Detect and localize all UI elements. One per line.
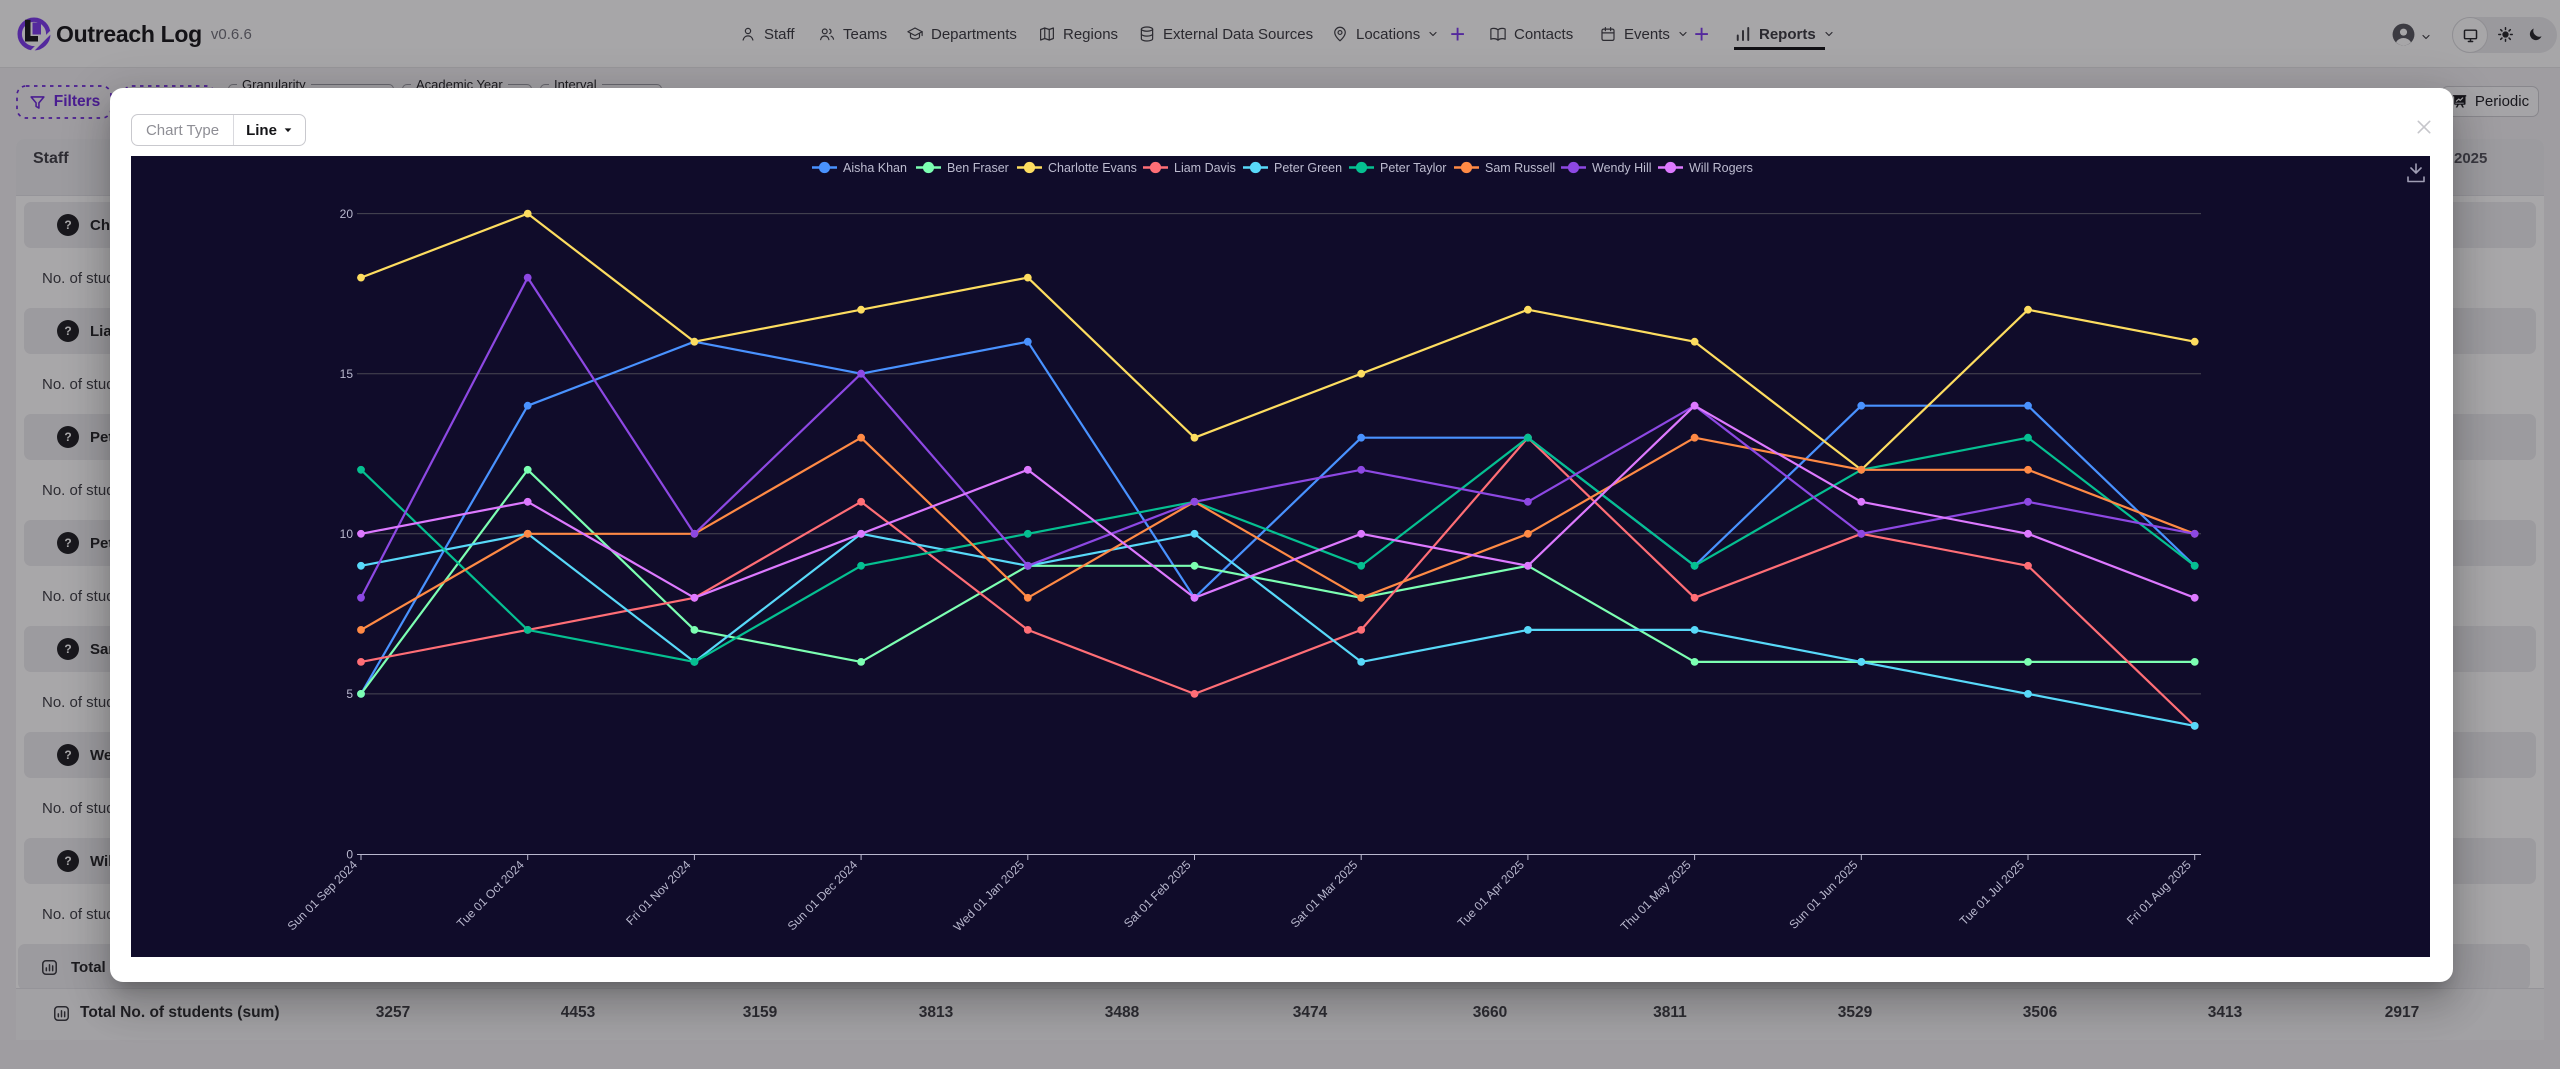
svg-text:Liam Davis: Liam Davis	[1174, 161, 1236, 175]
svg-text:Peter Taylor: Peter Taylor	[1380, 161, 1446, 175]
svg-text:Peter Green: Peter Green	[1274, 161, 1342, 175]
svg-text:10: 10	[340, 527, 354, 541]
svg-text:0: 0	[346, 847, 353, 861]
svg-text:15: 15	[340, 367, 354, 381]
svg-text:Wendy Hill: Wendy Hill	[1592, 161, 1652, 175]
svg-text:Ben Fraser: Ben Fraser	[947, 161, 1009, 175]
svg-text:Sam Russell: Sam Russell	[1485, 161, 1555, 175]
svg-text:Will Rogers: Will Rogers	[1689, 161, 1753, 175]
svg-text:Charlotte Evans: Charlotte Evans	[1048, 161, 1137, 175]
svg-text:5: 5	[346, 687, 353, 701]
svg-text:Aisha Khan: Aisha Khan	[843, 161, 907, 175]
svg-text:20: 20	[340, 207, 354, 221]
